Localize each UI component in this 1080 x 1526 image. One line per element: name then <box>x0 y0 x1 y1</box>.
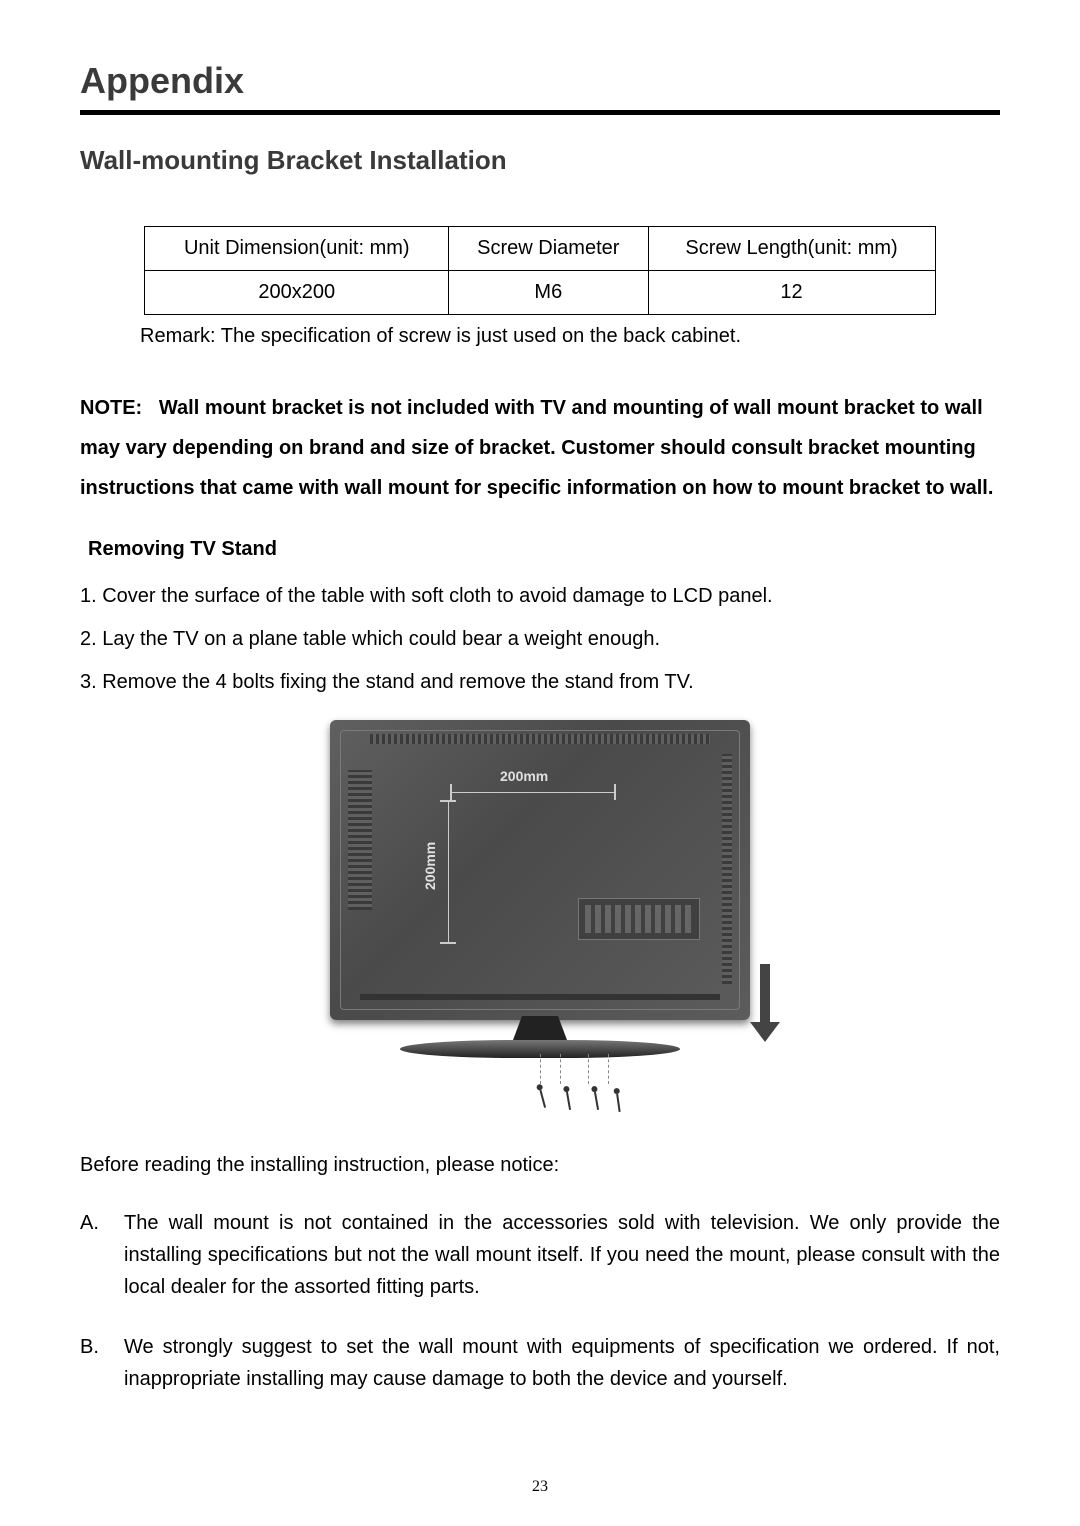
td: M6 <box>449 271 648 315</box>
th: Screw Diameter <box>449 227 648 271</box>
td: 12 <box>648 271 935 315</box>
screw-icon <box>562 1085 574 1110</box>
note-text: NOTE: Wall mount bracket is not included… <box>80 388 1000 508</box>
table-row: 200x200 M6 12 <box>145 271 935 315</box>
dimension-horizontal <box>450 784 616 800</box>
spec-table: Unit Dimension(unit: mm) Screw Diameter … <box>144 226 935 315</box>
removing-heading: Removing TV Stand <box>88 538 1000 561</box>
td: 200x200 <box>145 271 449 315</box>
list-item: B. We strongly suggest to set the wall m… <box>80 1331 1000 1395</box>
screw-icon <box>590 1085 602 1110</box>
page-title: Appendix <box>80 60 1000 102</box>
step-text: 2. Lay the TV on a plane table which cou… <box>80 628 1000 651</box>
th: Screw Length(unit: mm) <box>648 227 935 271</box>
step-text: 3. Remove the 4 bolts fixing the stand a… <box>80 671 1000 694</box>
th: Unit Dimension(unit: mm) <box>145 227 449 271</box>
divider <box>80 110 1000 115</box>
page-number: 23 <box>0 1478 1080 1496</box>
remark-text: Remark: The specification of screw is ju… <box>140 325 1000 348</box>
list-text: The wall mount is not contained in the a… <box>124 1207 1000 1303</box>
list-item: A. The wall mount is not contained in th… <box>80 1207 1000 1303</box>
step-text: 1. Cover the surface of the table with s… <box>80 585 1000 608</box>
arrow-down-icon <box>750 964 780 1044</box>
list-label: B. <box>80 1331 124 1395</box>
section-heading: Wall-mounting Bracket Installation <box>80 145 1000 176</box>
tv-back-figure: 200mm 200mm <box>320 714 760 1124</box>
table-row: Unit Dimension(unit: mm) Screw Diameter … <box>145 227 935 271</box>
before-text: Before reading the installing instructio… <box>80 1154 1000 1177</box>
list-text: We strongly suggest to set the wall moun… <box>124 1331 1000 1395</box>
list-label: A. <box>80 1207 124 1303</box>
dimension-v-label: 200mm <box>422 842 438 890</box>
tv-back-panel: 200mm 200mm <box>330 720 750 1020</box>
dimension-vertical <box>440 800 456 944</box>
screw-icon <box>535 1083 549 1108</box>
screw-icon <box>612 1088 623 1113</box>
dimension-h-label: 200mm <box>500 768 548 784</box>
